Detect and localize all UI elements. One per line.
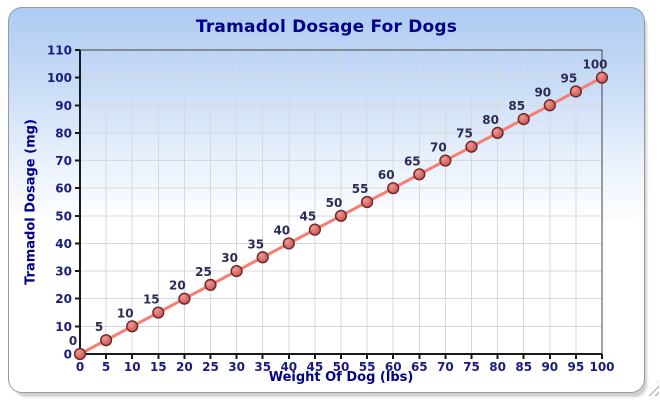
y-tick-label: 70 [55,154,72,168]
data-point[interactable] [230,264,243,278]
data-point-label: 25 [195,265,212,279]
x-tick-label: 80 [489,360,506,374]
data-point[interactable] [569,85,583,98]
data-point-label: 60 [378,168,395,182]
x-tick-label: 75 [463,360,480,374]
data-point-label: 85 [508,99,525,113]
data-point[interactable] [99,334,113,347]
chart-plot-area: 0 5 10 15 20 25 30 35 40 45 50 55 60 65 70 75 80 85 90 95 10… [47,44,615,375]
data-point[interactable] [465,140,478,153]
data-point-label: 5 [95,320,103,334]
y-tick-label: 20 [55,292,72,306]
data-point[interactable] [595,71,609,84]
y-tick-label: 60 [55,182,72,196]
data-point[interactable] [256,251,269,264]
x-tick-label: 5 [102,360,110,374]
data-point[interactable] [126,320,139,333]
chart-card: Tramadol Dosage For Dogs 0 5 10 15 20 25 30 35 4… [8,7,645,393]
data-point[interactable] [361,195,374,209]
data-point-label: 80 [482,113,499,127]
resize-grip-icon[interactable] [645,380,659,396]
data-point-label: 55 [352,182,369,196]
data-point[interactable] [491,126,504,140]
data-point-label: 40 [273,223,290,237]
y-axis-label: Tramadol Dosage (mg) [23,119,39,285]
y-tick-label: 100 [47,71,72,85]
data-point[interactable] [282,237,295,250]
x-tick-label: 20 [176,360,193,374]
x-tick-label: 100 [589,360,614,374]
y-tick-label: 80 [55,126,72,140]
data-point[interactable] [413,168,426,181]
x-tick-label: 95 [568,360,585,374]
data-point[interactable] [308,223,322,236]
x-tick-label: 45 [307,360,324,374]
y-tick-label: 90 [55,99,72,113]
data-point-label: 20 [169,279,186,293]
data-point-label: 15 [143,293,160,307]
data-point-label: 70 [430,141,447,155]
data-point-label: 95 [561,71,578,85]
x-tick-label: 55 [359,360,376,374]
data-point[interactable] [439,154,452,167]
data-point[interactable] [204,278,217,292]
x-tick-label: 10 [124,360,141,374]
x-tick-label: 60 [385,360,402,374]
y-tick-label: 0 [64,348,72,362]
x-tick-label: 90 [541,360,558,374]
data-point[interactable] [543,99,556,112]
y-tick-label: 110 [47,44,72,58]
x-tick-label: 85 [515,360,532,374]
x-tick-label: 30 [228,360,245,374]
x-tick-label: 0 [76,360,84,374]
y-tick-label: 50 [55,209,72,223]
x-tick-label: 65 [411,360,428,374]
data-point[interactable] [152,306,165,319]
data-point-label: 0 [69,334,77,348]
chart-title: Tramadol Dosage For Dogs [195,17,458,37]
data-point-label: 35 [247,237,264,251]
x-tick-label: 35 [254,360,271,374]
data-point[interactable] [73,347,87,361]
data-point-label: 45 [300,210,317,224]
data-point-label: 100 [582,58,607,72]
y-tick-label: 10 [55,320,72,334]
data-point-label: 50 [326,196,343,210]
x-tick-label: 50 [333,360,350,374]
data-point-label: 10 [117,306,134,320]
y-tick-label: 40 [55,237,72,251]
x-tick-label: 25 [202,360,219,374]
data-point-label: 90 [534,85,551,99]
data-point[interactable] [334,209,348,222]
x-tick-label: 40 [280,360,297,374]
x-tick-label: 15 [150,360,167,374]
data-point-label: 65 [404,154,421,168]
data-point-label: 30 [221,251,238,265]
data-point[interactable] [178,292,191,305]
y-tick-label: 30 [55,265,72,279]
data-point[interactable] [387,182,400,195]
data-point-label: 75 [456,127,473,141]
data-point[interactable] [517,112,530,126]
x-tick-label: 70 [437,360,454,374]
x-axis-label: Weight Of Dog (lbs) [268,370,414,385]
